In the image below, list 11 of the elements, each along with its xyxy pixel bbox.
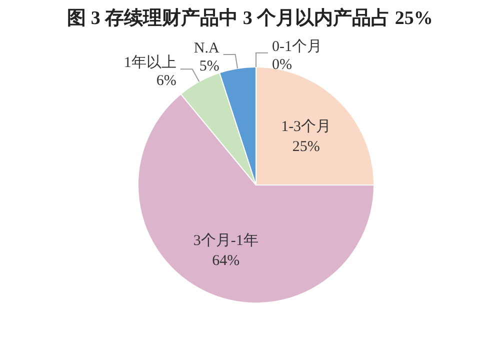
text: 0% [272,56,292,73]
data-label: 25% [292,138,320,155]
slice-label: N.A [194,40,220,56]
slice-label: 3个月-1年 [193,232,258,250]
data-label: 5% [199,58,220,74]
slice-label: 1-3个月 [281,118,332,135]
chart-title: 图 3 存续理财产品中 3 个月以内产品占 25% [67,7,433,29]
category-label: 0-1个月 [272,38,322,55]
data-label: 64% [212,253,240,270]
data-label: 6% [156,73,176,90]
slice-label: 1年以上 [124,54,176,72]
